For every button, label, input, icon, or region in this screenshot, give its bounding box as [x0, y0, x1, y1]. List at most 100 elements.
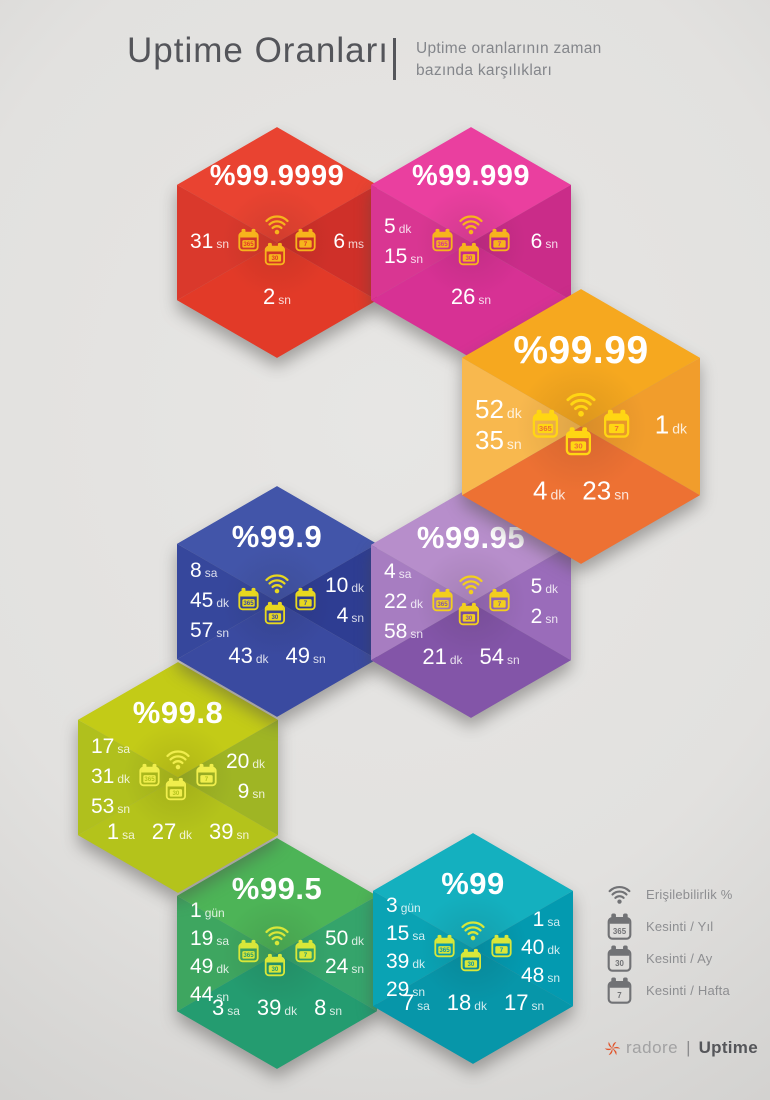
svg-text:365: 365	[539, 424, 553, 433]
downtime-per-year: 5 dk 15 sn	[384, 213, 423, 273]
downtime-unit: sn	[329, 1003, 343, 1018]
calendar-30-icon: 30	[606, 945, 633, 972]
svg-text:30: 30	[271, 966, 278, 973]
downtime-unit: sn	[478, 292, 492, 307]
downtime-unit: sn	[351, 610, 364, 625]
downtime-per-year: 8 sa 45 dk 57 sn	[190, 557, 229, 647]
downtime-unit: sn	[117, 801, 131, 816]
legend-row-month: 30 Kesinti / Ay	[606, 945, 732, 972]
title-separator	[393, 38, 396, 80]
downtime-unit: sn	[410, 251, 424, 266]
downtime-value: 6	[333, 229, 345, 253]
brand-name: radore	[626, 1038, 679, 1057]
wifi-icon	[261, 924, 293, 946]
downtime-per-week: 6 ms	[333, 228, 364, 258]
uptime-percentage: %99.9999	[209, 160, 345, 193]
downtime-per-month: 26 sn	[371, 284, 571, 310]
downtime-value: 49	[285, 642, 310, 668]
downtime-per-week: 1 sa 40 dk 48 sn	[521, 907, 560, 991]
downtime-value: 57	[190, 618, 214, 642]
downtime-unit: ms	[348, 236, 364, 251]
downtime-value: 26	[450, 283, 476, 309]
svg-text:7: 7	[498, 601, 502, 608]
svg-text:365: 365	[613, 926, 627, 935]
downtime-per-month: 21 dk 54 sn	[371, 644, 571, 670]
svg-text:7: 7	[304, 241, 308, 248]
svg-text:30: 30	[467, 961, 474, 968]
uptime-percentage: %99.5	[231, 871, 323, 907]
downtime-unit: sn	[531, 998, 545, 1013]
downtime-unit: sa	[204, 565, 218, 580]
downtime-value: 10	[324, 573, 349, 597]
downtime-unit: sn	[351, 961, 364, 976]
calendar-7-icon: 7	[295, 228, 316, 251]
downtime-unit: dk	[672, 420, 687, 436]
downtime-unit: dk	[216, 595, 230, 610]
downtime-value: 15	[384, 244, 408, 268]
downtime-unit: dk	[255, 651, 269, 666]
downtime-value: 53	[91, 794, 115, 818]
downtime-value: 39	[386, 949, 410, 973]
downtime-value: 54	[479, 643, 504, 669]
downtime-unit: gün	[204, 905, 225, 920]
downtime-per-week: 20 dk 9 sn	[226, 748, 265, 808]
icon-cluster: 365 7 30	[432, 574, 510, 627]
downtime-unit: sa	[216, 933, 230, 948]
downtime-unit: sa	[122, 827, 135, 842]
downtime-unit: sn	[312, 651, 326, 666]
calendar-7-icon: 7	[606, 977, 633, 1004]
downtime-unit: sn	[547, 970, 560, 985]
hexagon-99.95: %99.95 4 sa 22 dk 58 sn 5 dk 2 sn 21 dk 54 sn 365 7 30	[371, 487, 571, 718]
hexagon-body: %99.9999 31 sn 6 ms 2 sn 365 7 30	[177, 127, 377, 358]
downtime-value: 31	[190, 229, 214, 253]
downtime-per-year: 1 gün 19 sa 49 dk 44 sn	[190, 898, 229, 1010]
icon-cluster: 365 7 30	[238, 924, 316, 978]
svg-text:7: 7	[205, 776, 209, 783]
downtime-unit: sa	[547, 914, 560, 929]
svg-text:7: 7	[617, 990, 622, 999]
downtime-value: 7	[401, 989, 415, 1015]
calendar-365-icon: 365	[238, 939, 259, 962]
downtime-unit: sa	[398, 566, 412, 581]
downtime-value: 4	[336, 603, 349, 627]
wifi-icon	[261, 213, 293, 235]
legend-row-week: 7 Kesinti / Hafta	[606, 977, 732, 1004]
downtime-value: 6	[530, 229, 543, 253]
calendar-30-icon: 30	[264, 601, 286, 624]
downtime-per-month: 4 dk 23 sn	[462, 476, 700, 507]
svg-text:7: 7	[500, 947, 504, 954]
downtime-per-year: 4 sa 22 dk 58 sn	[384, 558, 423, 648]
brand-footer: radore | Uptime	[604, 1038, 758, 1058]
downtime-value: 4	[384, 559, 396, 583]
downtime-unit: dk	[410, 596, 424, 611]
calendar-30-icon: 30	[460, 948, 482, 971]
downtime-value: 20	[225, 749, 250, 773]
downtime-unit: sn	[236, 827, 250, 842]
downtime-per-year: 52 dk 35 sn	[475, 395, 522, 458]
calendar-365-icon: 365	[238, 228, 259, 251]
downtime-unit: dk	[117, 771, 131, 786]
calendar-7-icon: 7	[295, 939, 316, 962]
downtime-value: 15	[386, 921, 410, 945]
downtime-unit: sn	[545, 611, 558, 626]
downtime-unit: dk	[398, 221, 412, 236]
calendar-30-icon: 30	[565, 426, 592, 455]
downtime-unit: sn	[216, 625, 230, 640]
svg-text:7: 7	[614, 424, 618, 433]
hexagon-99.9999: %99.9999 31 sn 6 ms 2 sn 365 7 30	[177, 127, 377, 358]
downtime-per-month: 1 sa 27 dk 39 sn	[78, 819, 278, 845]
product-name: Uptime	[698, 1038, 758, 1057]
svg-text:30: 30	[615, 958, 624, 967]
downtime-value: 19	[190, 926, 214, 950]
downtime-value: 3	[211, 994, 225, 1020]
downtime-unit: sn	[545, 236, 558, 251]
calendar-365-icon: 365	[434, 934, 455, 957]
downtime-unit: sn	[216, 989, 230, 1004]
calendar-365-icon: 365	[432, 588, 453, 611]
legend-row-availability: Erişilebilirlik %	[606, 882, 732, 906]
downtime-value: 2	[530, 604, 543, 628]
downtime-value: 29	[386, 977, 410, 1001]
calendar-365-icon: 365	[432, 228, 453, 251]
downtime-value: 40	[520, 935, 545, 959]
